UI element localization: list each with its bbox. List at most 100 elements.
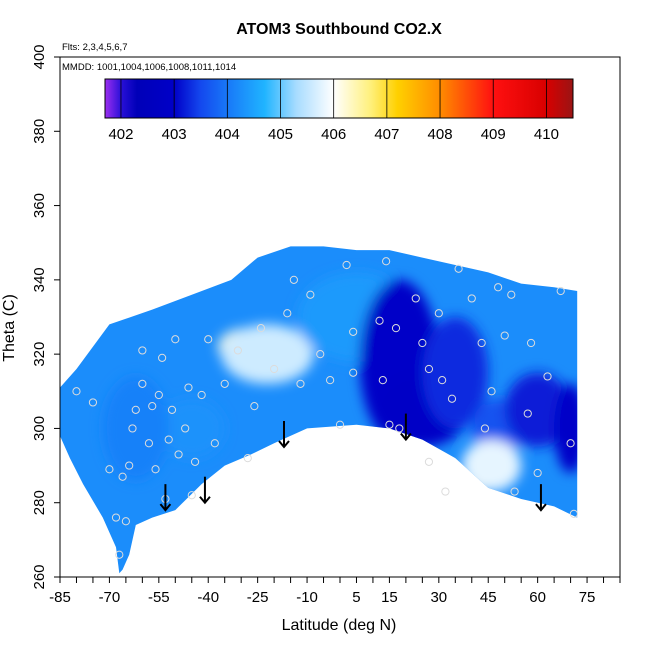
x-tick-label: 5 [352,589,360,606]
sample-point [243,454,252,463]
dates-note: MMDD: 1001,1004,1006,1008,1011,1014 [62,62,236,73]
x-tick-label: 75 [579,589,596,606]
sample-point [118,472,127,481]
sample-point [569,509,578,518]
sample-point [190,457,200,466]
sample-point [507,290,516,299]
colorbar-gradient [104,78,574,119]
x-tick-label: 15 [381,589,398,606]
colorbar-tick-label: 405 [268,126,293,143]
x-tick-label: -55 [148,589,170,606]
flight-arrow [159,484,172,512]
flight-arrow [535,484,547,512]
y-tick-label: 280 [31,490,48,515]
sample-point [167,405,177,414]
sample-point [121,517,130,526]
sample-point [395,424,404,433]
sample-point [128,424,137,433]
sample-point [151,465,160,474]
flight-arrow [199,476,211,505]
sample-point [181,424,190,433]
sample-point [326,376,335,385]
sample-point [480,424,490,433]
y-tick-label: 340 [31,267,48,292]
sample-point [316,350,325,359]
x-tick-label: -10 [296,589,318,606]
sample-point [197,390,206,400]
sample-point [174,450,183,459]
sample-point [144,439,154,448]
sample-point [204,335,213,344]
sample-point [566,439,575,448]
sample-point [441,487,450,496]
arrow-head [400,432,412,442]
sample-point [88,398,98,407]
field-anomaly [158,398,225,459]
sample-point [523,409,532,418]
arrow-head [159,503,172,512]
sample-point [543,372,552,381]
x-tick-label: -25 [247,589,269,606]
sample-point [138,379,147,388]
sample-point [184,383,193,392]
sample-point [342,260,351,270]
sample-point [477,338,486,348]
colorbar-tick-label: 408 [428,126,453,143]
x-tick-label: -85 [49,589,71,606]
y-tick-label: 380 [31,119,48,144]
sample-point [500,331,509,340]
sample-point [385,420,394,429]
sample-point [438,376,447,385]
chart-title: ATOM3 Southbound CO2.X [236,21,442,38]
sample-point [158,353,167,362]
sample-point [105,465,114,474]
sample-point [154,390,163,400]
sample-point [382,257,391,266]
x-tick-label: -40 [197,589,219,606]
sample-point [289,275,298,284]
sample-point [164,435,173,444]
colorbar-tick-label: 403 [162,126,187,143]
sample-point [378,376,387,385]
sample-point [375,316,384,325]
sample-point [487,387,496,396]
sample-point [250,402,259,411]
sample-point [411,294,420,303]
sample-point [220,379,229,388]
x-axis: -85 -70 -55 -40 -25 -10 5 15 30 45 60 75 [49,577,621,606]
colorbar-tick-label: 409 [481,126,506,143]
sample-point [233,346,242,355]
y-tick-label: 400 [31,44,48,69]
sample-point [454,264,463,273]
sample-point [556,286,565,296]
flights-note: Flts: 2,3,4,5,6,7 [62,42,127,53]
sample-point [494,283,503,292]
sample-points [72,257,578,559]
sample-point [306,290,315,299]
sample-point [148,402,157,411]
sample-point [210,439,219,448]
flight-arrow [400,413,412,442]
colorbar-tick-label: 406 [321,126,346,143]
x-axis-label: Latitude (deg N) [282,617,397,634]
sample-point [424,364,434,374]
colorbar-tick-label: 402 [108,126,133,143]
colorbar-ticks: 402 403 404 405 406 407 408 409 410 [108,79,559,143]
x-tick-label: -70 [99,589,121,606]
sample-point [115,550,124,559]
y-tick-label: 360 [31,193,48,218]
flight-arrow [278,421,290,449]
field-anomaly [554,383,578,473]
sample-point [349,368,358,377]
colorbar-tick-label: 410 [534,126,559,143]
x-tick-label: 60 [529,589,546,606]
colorbar: 402 403 404 405 406 407 408 409 410 [104,78,574,143]
x-tick-label: 30 [430,589,447,606]
sample-point [418,338,427,348]
sample-point [125,461,134,470]
y-tick-label: 260 [31,564,48,589]
sample-point [111,513,121,522]
y-axis-label: Theta (C) [1,294,18,362]
sample-point [72,387,81,396]
